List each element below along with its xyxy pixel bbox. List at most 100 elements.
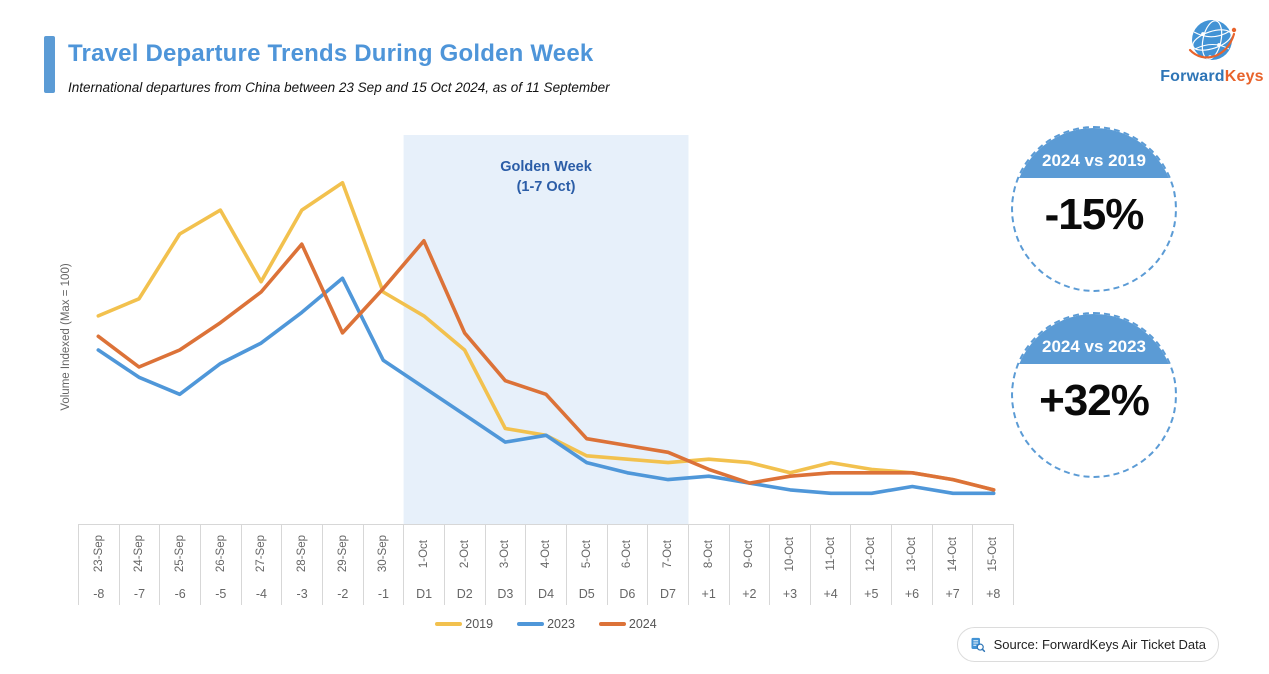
legend-item-2019: 2019: [435, 617, 493, 631]
x-tick-date: 4-Oct: [540, 539, 553, 569]
x-tick-day-offset: D3: [497, 587, 514, 601]
x-axis-cell-2-Oct: 2-Oct D2: [443, 525, 485, 605]
x-tick-date: 24-Sep: [133, 535, 146, 573]
title-accent-bar: [44, 36, 55, 93]
x-axis-cell-27-Sep: 27-Sep -4: [240, 525, 282, 605]
series-line-2023: [96, 276, 996, 496]
x-axis-cell-25-Sep: 25-Sep -6: [159, 525, 200, 605]
x-tick-day-offset: +8: [986, 587, 1001, 601]
document-search-icon: [971, 637, 986, 653]
x-axis-cell-10-Oct: 10-Oct +3: [769, 525, 810, 605]
x-tick-date: 28-Sep: [296, 535, 309, 573]
source-note-text: Source: ForwardKeys Air Ticket Data: [993, 637, 1206, 652]
x-tick-date: 5-Oct: [580, 539, 593, 569]
legend-item-2023: 2023: [517, 617, 575, 631]
legend-item-2024: 2024: [598, 617, 657, 631]
x-axis-cell-11-Oct: 11-Oct +4: [809, 525, 851, 605]
x-tick-day-offset: D2: [456, 587, 473, 601]
legend-label: 2019: [465, 617, 494, 631]
line-chart: [96, 135, 996, 524]
x-axis-cell-6-Oct: 6-Oct D6: [606, 525, 648, 605]
kpi-badge-header: 2024 vs 2023: [1013, 314, 1175, 364]
kpi-badge-2024-vs-2019: 2024 vs 2019 -15%: [1011, 126, 1177, 292]
x-tick-date: 30-Sep: [377, 535, 390, 573]
page-subtitle: International departures from China betw…: [68, 80, 610, 95]
forwardkeys-logo: ForwardKeys: [1160, 12, 1264, 86]
x-tick-date: 6-Oct: [621, 539, 634, 569]
series-line-2024: [96, 239, 996, 492]
x-axis-cell-13-Oct: 13-Oct +6: [891, 525, 932, 605]
legend-swatch: [435, 622, 463, 626]
x-tick-date: 10-Oct: [783, 536, 796, 572]
x-tick-day-offset: -2: [337, 587, 349, 601]
x-tick-date: 29-Sep: [336, 535, 349, 573]
kpi-badge-value: +32%: [1039, 376, 1150, 425]
x-tick-day-offset: -8: [93, 587, 105, 601]
x-tick-day-offset: +4: [823, 587, 838, 601]
x-tick-date: 15-Oct: [987, 536, 1000, 572]
x-tick-date: 11-Oct: [824, 537, 837, 571]
kpi-badge-2024-vs-2023: 2024 vs 2023 +32%: [1011, 312, 1177, 478]
x-axis-cell-26-Sep: 26-Sep -5: [199, 525, 241, 605]
x-axis-cell-7-Oct: 7-Oct D7: [647, 525, 688, 605]
x-tick-day-offset: -1: [377, 587, 389, 601]
x-tick-day-offset: +5: [864, 587, 879, 601]
legend-label: 2024: [628, 617, 657, 631]
x-tick-day-offset: D7: [660, 587, 676, 601]
x-tick-day-offset: -6: [174, 587, 186, 601]
x-tick-date: 14-Oct: [946, 536, 959, 572]
x-axis-cell-12-Oct: 12-Oct +5: [850, 525, 891, 605]
x-axis-cell-5-Oct: 5-Oct D5: [565, 525, 607, 605]
x-tick-day-offset: +7: [945, 587, 960, 601]
x-axis-cell-28-Sep: 28-Sep -3: [281, 525, 322, 605]
x-tick-day-offset: -3: [296, 587, 308, 601]
y-axis-label: Volume Indexed (Max = 100): [60, 263, 72, 411]
x-axis-cell-3-Oct: 3-Oct D3: [484, 525, 526, 605]
golden-week-band-label: Golden Week (1-7 Oct): [500, 159, 592, 196]
x-tick-date: 7-Oct: [662, 539, 675, 569]
x-tick-date: 12-Oct: [865, 536, 878, 572]
chart-plot-area: Golden Week (1-7 Oct): [78, 135, 1014, 524]
x-tick-day-offset: D5: [578, 587, 595, 601]
legend-swatch: [598, 622, 626, 626]
x-axis-cell-4-Oct: 4-Oct D4: [525, 525, 566, 605]
x-tick-date: 27-Sep: [255, 535, 268, 573]
x-tick-day-offset: D1: [416, 587, 433, 601]
x-axis-cell-30-Sep: 30-Sep -1: [362, 525, 404, 605]
kpi-badge-header: 2024 vs 2019: [1013, 128, 1175, 178]
x-tick-date: 26-Sep: [214, 535, 227, 573]
x-tick-date: 8-Oct: [702, 539, 715, 569]
x-tick-day-offset: -5: [215, 587, 227, 601]
x-tick-date: 3-Oct: [499, 539, 512, 569]
x-tick-day-offset: -4: [255, 587, 268, 601]
x-tick-date: 13-Oct: [905, 536, 918, 572]
x-axis-cell-23-Sep: 23-Sep -8: [78, 525, 119, 605]
x-axis: 23-Sep -8 24-Sep -7 25-Sep -6 26-Sep -5 27-Sep -4…: [78, 524, 1015, 605]
x-tick-day-offset: D6: [619, 587, 636, 601]
globe-icon: [1188, 20, 1237, 60]
x-axis-cell-1-Oct: 1-Oct D1: [403, 525, 444, 605]
x-tick-day-offset: +1: [701, 587, 716, 601]
x-axis-cell-9-Oct: 9-Oct +2: [728, 525, 770, 605]
x-axis-cell-15-Oct: 15-Oct +8: [972, 525, 1015, 605]
x-axis-cell-24-Sep: 24-Sep -7: [118, 525, 160, 605]
x-tick-date: 23-Sep: [92, 535, 105, 573]
x-axis-cell-8-Oct: 8-Oct +1: [687, 525, 729, 605]
page-title: Travel Departure Trends During Golden We…: [68, 40, 594, 67]
x-axis-cell-14-Oct: 14-Oct +7: [931, 525, 973, 605]
kpi-badge-value: -15%: [1044, 190, 1145, 239]
legend-swatch: [517, 622, 545, 626]
x-tick-day-offset: +6: [904, 587, 920, 601]
chart-legend: 2019 2023 2024: [78, 617, 1014, 631]
x-tick-day-offset: +2: [742, 587, 757, 601]
x-tick-date: 25-Sep: [174, 535, 187, 573]
logo-wordmark: ForwardKeys: [1160, 68, 1264, 85]
x-tick-day-offset: D4: [538, 587, 555, 601]
source-note: Source: ForwardKeys Air Ticket Data: [957, 627, 1219, 662]
legend-label: 2023: [547, 617, 575, 631]
x-tick-day-offset: +3: [782, 587, 798, 601]
x-tick-day-offset: -7: [133, 587, 146, 601]
x-tick-date: 9-Oct: [743, 539, 756, 569]
x-tick-date: 2-Oct: [458, 539, 471, 569]
x-tick-date: 1-Oct: [418, 539, 431, 569]
